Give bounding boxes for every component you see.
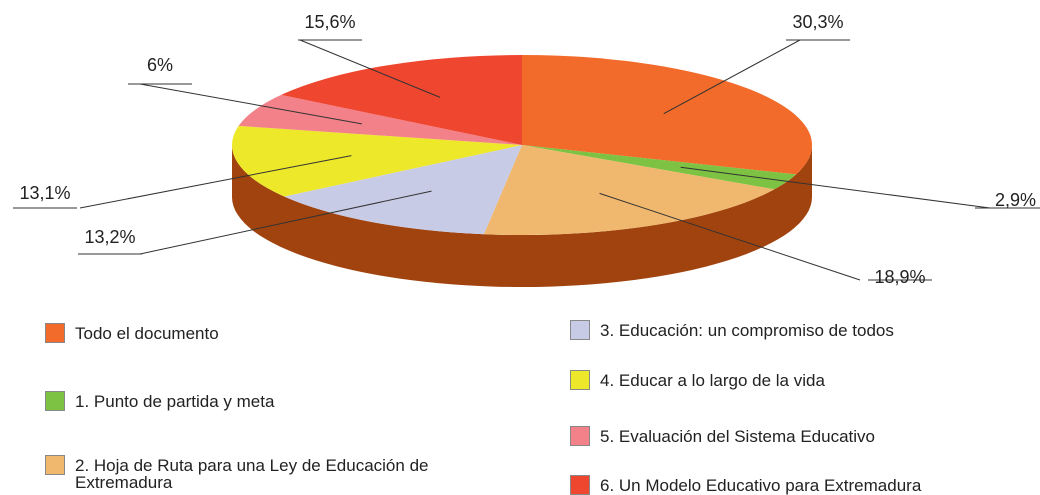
legend-item: 3. Educación: un compromiso de todos [570, 320, 894, 340]
pie-slice [281, 54, 522, 145]
leader-line [680, 166, 991, 209]
legend-item: 4. Educar a lo largo de la vida [570, 370, 825, 390]
data-label: 6% [147, 55, 173, 75]
legend-item: 6. Un Modelo Educativo para Extremadura [570, 475, 922, 495]
leader-line [139, 190, 432, 255]
legend-swatch [45, 323, 65, 343]
legend-swatch [45, 391, 65, 411]
leader-line [79, 155, 352, 209]
pie-slice [522, 55, 812, 175]
leader-line [663, 39, 801, 115]
legend-label: 3. Educación: un compromiso de todos [600, 321, 894, 340]
legend-item: Todo el documento [45, 323, 219, 343]
data-label: 13,2% [84, 227, 135, 247]
legend-swatch [570, 370, 590, 390]
legend-label: 1. Punto de partida y meta [75, 392, 275, 411]
legend-label: Todo el documento [75, 324, 219, 343]
legend-swatch [570, 426, 590, 446]
legend-item: 2. Hoja de Ruta para una Ley de Educació… [45, 455, 430, 492]
leader-line [599, 192, 861, 281]
data-label: 15,6% [304, 12, 355, 32]
legend-swatch [570, 475, 590, 495]
data-label: 2,9% [995, 190, 1036, 210]
data-label: 30,3% [792, 12, 843, 32]
pie-slice [483, 145, 775, 235]
legend-item: 5. Evaluación del Sistema Educativo [570, 426, 875, 446]
leader-line [139, 83, 362, 125]
legend-swatch [45, 455, 65, 475]
pie-slice [232, 125, 522, 197]
leader-line [299, 39, 441, 98]
pie-slice [522, 145, 797, 190]
data-label: 18,9% [874, 267, 925, 287]
pie-slice [238, 94, 523, 145]
pie-side [232, 145, 812, 287]
legend-label: 5. Evaluación del Sistema Educativo [600, 427, 875, 446]
pie-slice [284, 145, 522, 235]
legend-swatch [570, 320, 590, 340]
data-label: 13,1% [19, 183, 70, 203]
legend-label: 4. Educar a lo largo de la vida [600, 371, 825, 390]
legend-label: 2. Hoja de Ruta para una Ley de Educació… [75, 456, 429, 492]
legend-label: 6. Un Modelo Educativo para Extremadura [600, 476, 922, 495]
legend-item: 1. Punto de partida y meta [45, 391, 275, 411]
